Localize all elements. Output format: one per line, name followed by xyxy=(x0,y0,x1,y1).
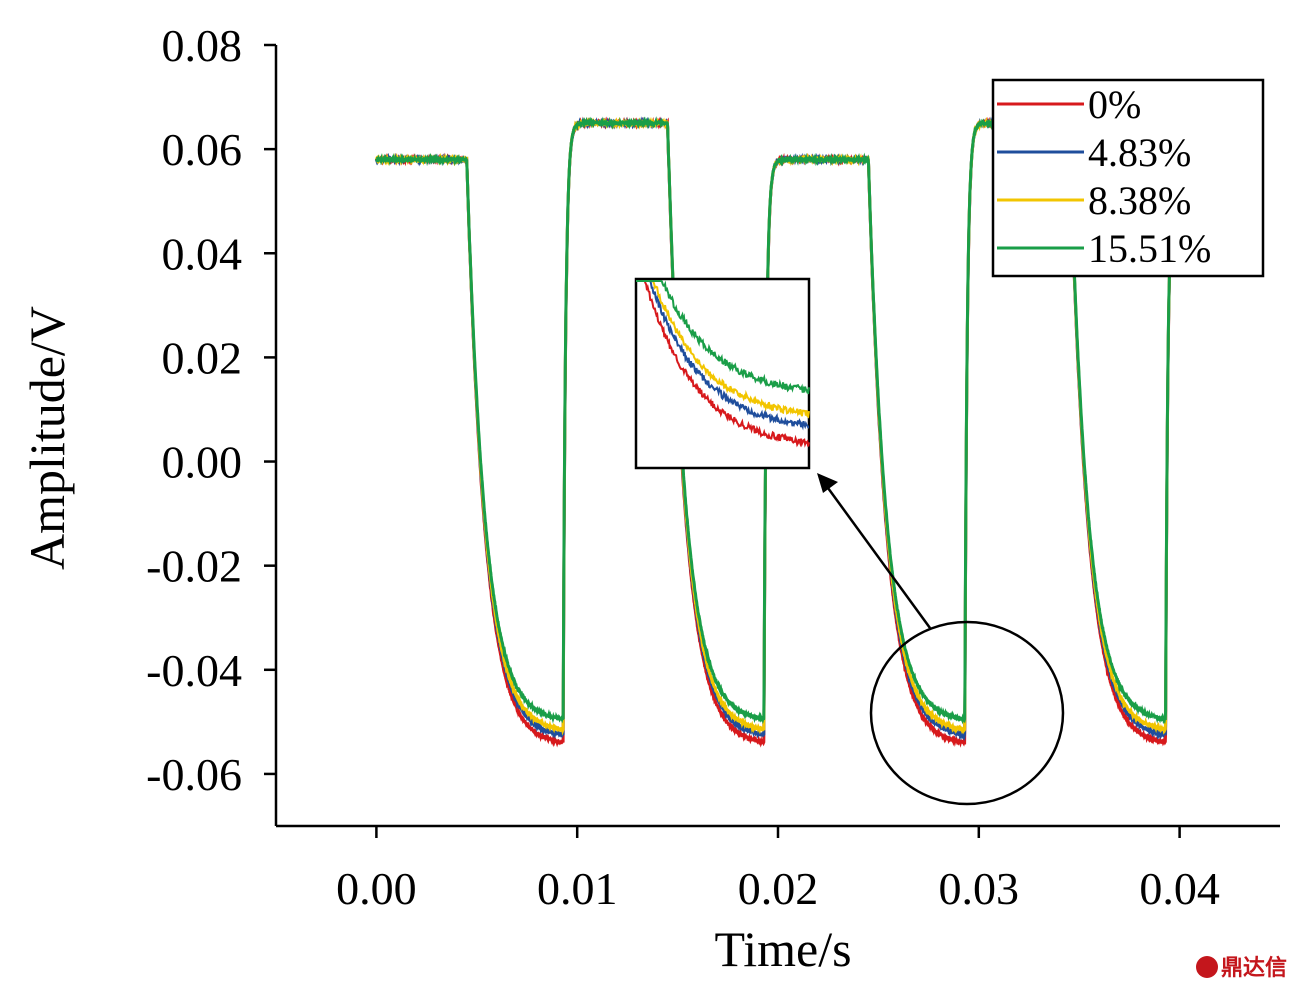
inset-lines xyxy=(636,280,810,448)
inset-series-line xyxy=(636,280,810,448)
watermark-logo-icon xyxy=(1196,956,1218,978)
legend-frame xyxy=(991,78,1265,278)
y-tick-label: -0.06 xyxy=(146,749,242,800)
watermark: 鼎达信 xyxy=(1196,955,1287,981)
x-axis-title: Time/s xyxy=(714,921,851,977)
y-tick-label: 0.06 xyxy=(162,124,243,175)
y-tick-label: 0.02 xyxy=(162,332,243,383)
y-tick-label: 0.04 xyxy=(162,228,243,279)
legend: 0%4.83%8.38%15.51% xyxy=(991,78,1265,278)
inset-frame xyxy=(634,277,811,470)
inset-series-line xyxy=(636,280,810,395)
watermark-text: 鼎达信 xyxy=(1221,955,1287,981)
x-tick-label: 0.02 xyxy=(738,863,819,914)
x-ticks: 0.00 0.01 0.02 0.03 0.04 xyxy=(336,826,1220,914)
legend-label: 0% xyxy=(1088,82,1141,127)
inset-zoom xyxy=(634,277,811,470)
legend-label: 15.51% xyxy=(1088,226,1211,271)
x-tick-label: 0.04 xyxy=(1139,863,1220,914)
y-tick-label: -0.04 xyxy=(146,645,242,696)
y-tick-label: 0.00 xyxy=(162,437,243,488)
y-ticks: 0.08 0.06 0.04 0.02 0.00 -0.02 -0.04 -0.06 xyxy=(146,20,276,800)
x-tick-label: 0.03 xyxy=(939,863,1020,914)
y-tick-label: 0.08 xyxy=(162,20,243,71)
x-tick-label: 0.00 xyxy=(336,863,417,914)
callout-arrow xyxy=(826,487,932,629)
x-tick-label: 0.01 xyxy=(537,863,618,914)
y-tick-label: -0.02 xyxy=(146,541,242,592)
callout-arrow-head xyxy=(817,473,838,493)
inset-series-line xyxy=(636,280,810,419)
legend-label: 8.38% xyxy=(1088,178,1191,223)
legend-label: 4.83% xyxy=(1088,130,1191,175)
callout-circle xyxy=(869,620,1065,806)
inset-series-line xyxy=(636,280,810,431)
y-axis-title: Amplitude/V xyxy=(19,306,75,570)
